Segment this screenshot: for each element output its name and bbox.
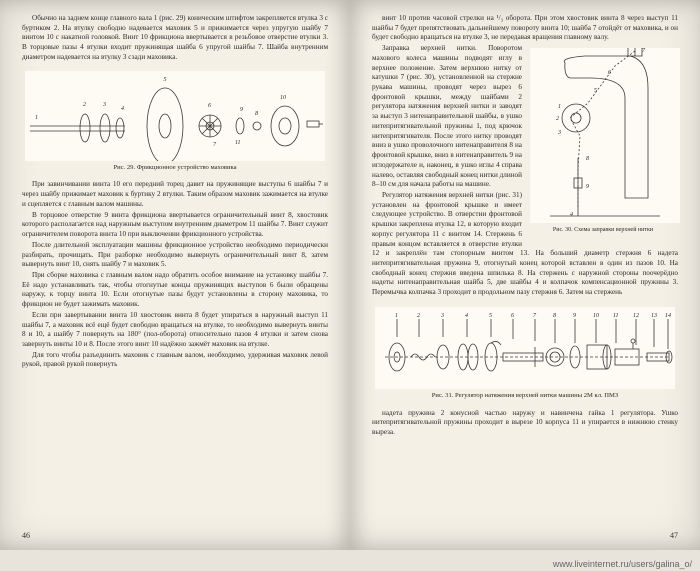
svg-text:14: 14 [665,312,671,319]
svg-text:4: 4 [465,312,468,319]
page-number-right: 47 [670,531,678,542]
svg-text:2: 2 [83,102,86,108]
para: надета пружина 2 конусной частью наружу … [372,409,678,438]
svg-text:11: 11 [235,140,241,146]
svg-text:5: 5 [489,313,492,319]
figure-29-diagram: 1 2 3 4 5 6 7 8 9 10 11 [25,71,325,161]
svg-text:7: 7 [533,313,537,319]
book-spread: Обычно на заднем конце главного вала 1 (… [0,0,700,550]
svg-text:6: 6 [511,313,514,319]
para: После длительной эксплуатации машины фри… [22,241,328,270]
svg-text:1: 1 [395,313,398,319]
svg-text:1: 1 [35,115,38,121]
footer-watermark: www.liveinternet.ru/users/galina_o/ [553,559,692,569]
para: При завинчивании винта 10 его передний т… [22,180,328,209]
svg-text:2: 2 [556,116,559,122]
svg-text:8: 8 [553,313,556,319]
svg-text:7: 7 [642,48,646,54]
para: В торцовое отверстие 9 винта фрикциона в… [22,211,328,240]
svg-text:11: 11 [613,313,619,319]
svg-text:9: 9 [573,313,576,319]
figure-29-caption: Рис. 29. Фрикционное устройство маховика [24,164,326,173]
figure-31-diagram: 123 456 789 101112 1314 [375,307,675,389]
figure-30-caption: Рис. 30. Схема заправки верхней нитки [530,226,676,234]
svg-text:5: 5 [594,88,597,94]
svg-text:3: 3 [440,313,444,319]
svg-text:10: 10 [593,313,599,319]
para: Обычно на заднем конце главного вала 1 (… [22,14,328,63]
svg-text:8: 8 [586,156,589,162]
svg-text:3: 3 [557,130,561,136]
svg-text:4: 4 [121,105,124,112]
page-left: Обычно на заднем конце главного вала 1 (… [0,0,350,550]
para: Если при завертывании винта 10 хвостовик… [22,311,328,350]
para: При сборке маховика с главным валом надо… [22,271,328,310]
page-right: винт 10 против часовой стрелки на ¹/₃ об… [350,0,700,550]
svg-text:9: 9 [240,107,243,113]
svg-text:6: 6 [208,103,211,109]
svg-text:5: 5 [164,77,167,83]
svg-text:9: 9 [586,184,589,190]
svg-text:1: 1 [558,104,561,110]
svg-text:13: 13 [651,313,657,319]
svg-text:8: 8 [255,111,258,117]
para: Для того чтобы разъединить маховик с гла… [22,351,328,370]
figure-30-diagram: 1 2 3 4 5 6 7 8 9 [530,48,680,223]
svg-text:10: 10 [280,95,286,101]
svg-text:7: 7 [213,142,217,148]
figure-31: 123 456 789 101112 1314 [372,305,678,403]
figure-30: 1 2 3 4 5 6 7 8 9 Рис. 30. Схема заправк… [528,46,678,236]
figure-31-caption: Рис. 31. Регулятор натяжения верхней нит… [374,392,676,401]
svg-text:2: 2 [417,313,420,319]
para: винт 10 против часовой стрелки на ¹/₃ об… [372,14,678,43]
svg-text:4: 4 [570,211,573,218]
page-number-left: 46 [22,531,30,542]
svg-text:12: 12 [633,313,639,319]
figure-29: 1 2 3 4 5 6 7 8 9 10 11 Рис. 29. Фрикцио… [22,69,328,175]
svg-text:6: 6 [608,70,611,76]
svg-text:3: 3 [102,102,106,108]
